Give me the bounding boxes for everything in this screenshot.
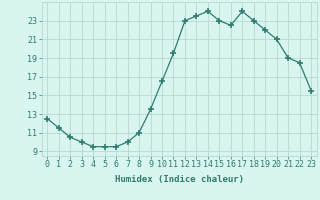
X-axis label: Humidex (Indice chaleur): Humidex (Indice chaleur) — [115, 175, 244, 184]
